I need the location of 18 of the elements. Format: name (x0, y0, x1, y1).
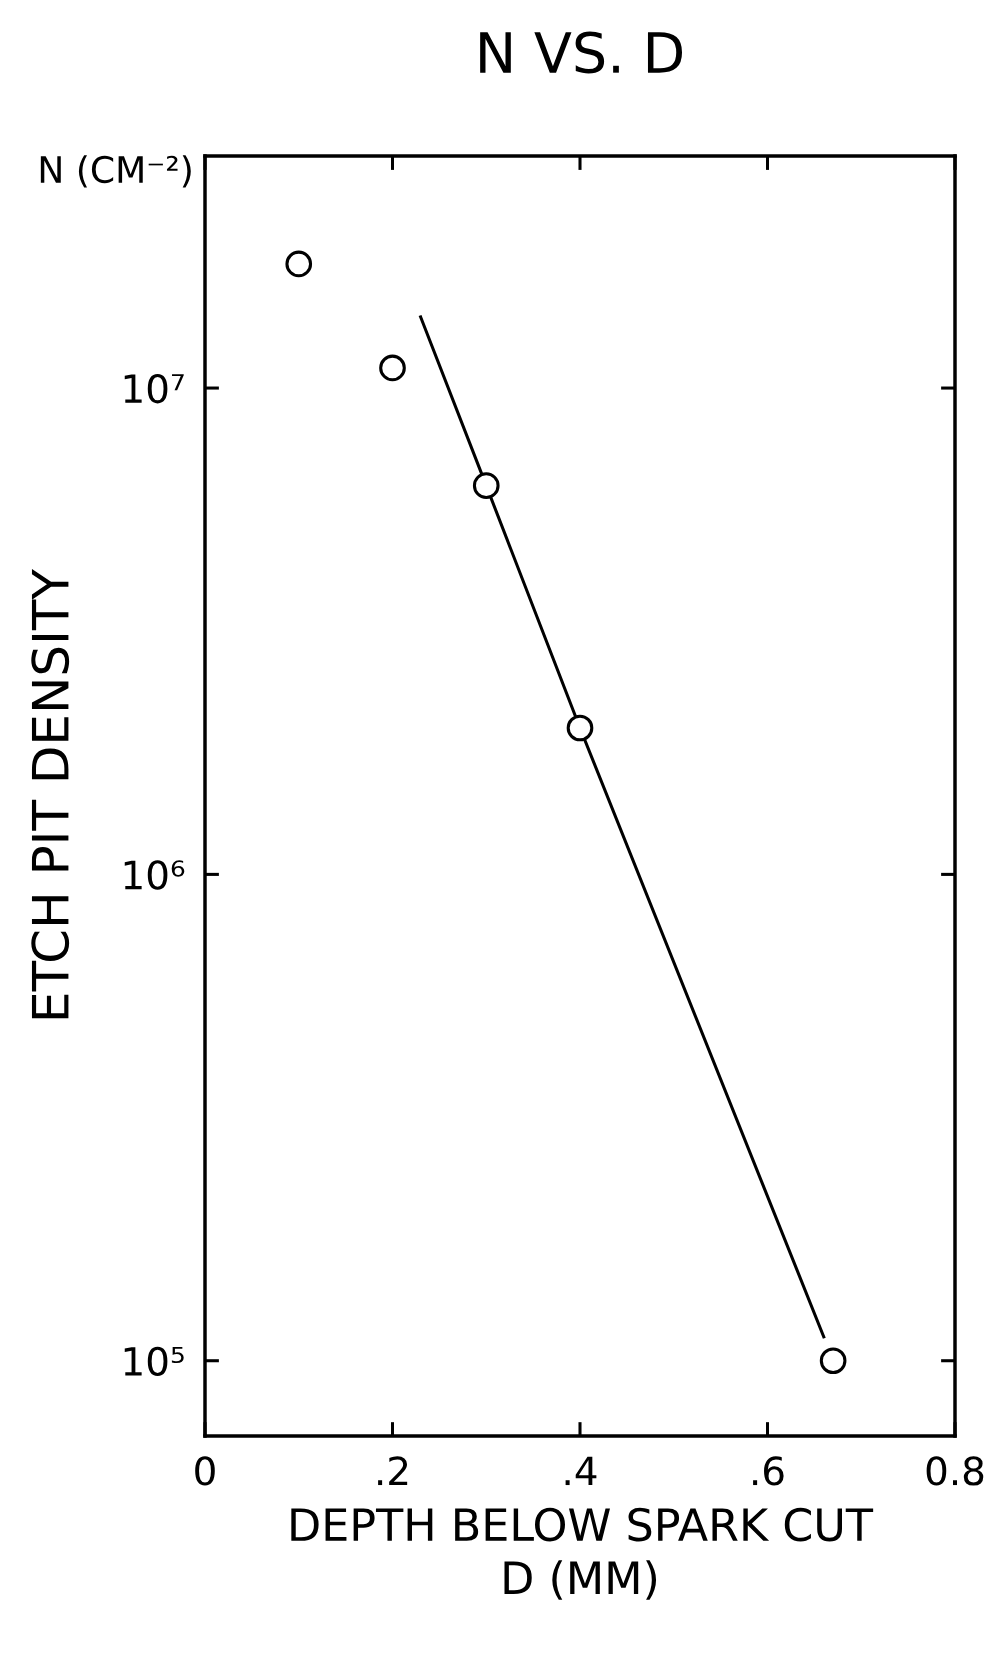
y-tick-label: 10⁷ (124, 373, 184, 404)
point (819, 1347, 847, 1375)
y-tick-label: 10⁵ (124, 1346, 184, 1377)
x-tick-label: 0 (195, 1456, 215, 1486)
x-axis-title: DEPTH BELOW SPARK CUT D (MM) (291, 1507, 874, 1600)
point (379, 354, 406, 382)
chart-title: N VS. D (480, 31, 683, 74)
x-tick-label: .4 (565, 1456, 597, 1486)
y-tick-label: 10⁶ (124, 860, 185, 890)
text: N (CM⁻²) (40, 155, 191, 188)
line-series (419, 315, 826, 1339)
y-axis-title: ETCH PIT DENSITY (31, 568, 70, 1019)
point (566, 714, 594, 742)
x-tick-label: .6 (753, 1456, 784, 1486)
x-tick-label: .2 (378, 1456, 408, 1486)
point (285, 250, 313, 278)
point (472, 472, 500, 499)
x-tick-label: 0.8 (926, 1456, 984, 1486)
